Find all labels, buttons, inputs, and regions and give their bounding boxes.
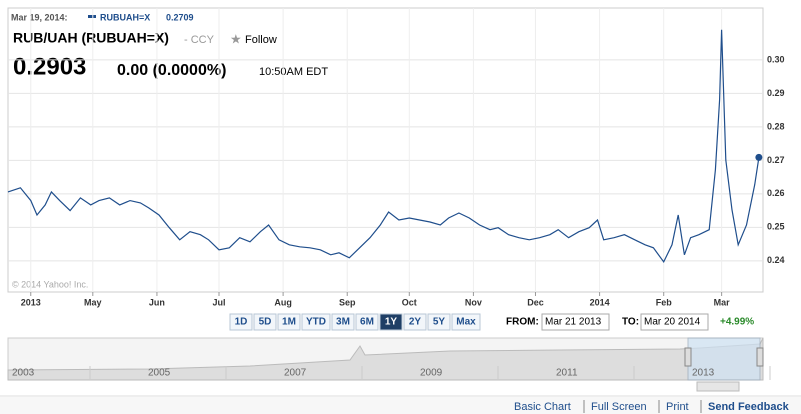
range-button[interactable] [253, 313, 277, 331]
y-tick-label: 0.24 [767, 255, 785, 265]
navigator-year: 2005 [148, 368, 171, 379]
footer-link[interactable]: Basic Chart [514, 401, 571, 413]
copyright: © 2014 Yahoo! Inc. [12, 279, 88, 289]
plot-area [7, 7, 764, 293]
y-tick-label: 0.27 [767, 155, 785, 165]
x-tick-label: Feb [656, 297, 673, 307]
range-button[interactable] [229, 313, 253, 331]
legend-swatch [88, 15, 96, 18]
to-input[interactable] [640, 313, 709, 331]
time: 10:50AM EDT [259, 66, 328, 78]
x-tick-label: Oct [402, 297, 417, 307]
x-tick-label: Dec [527, 297, 544, 307]
from-input[interactable] [541, 313, 610, 331]
range-button[interactable] [451, 313, 481, 331]
range-button[interactable] [301, 313, 331, 331]
line [7, 29, 760, 264]
last-point [755, 153, 763, 161]
navigator-year: 2011 [556, 368, 578, 379]
range-label[interactable]: 2Y [409, 317, 422, 328]
x-tick-label: Mar [714, 297, 731, 307]
y-tick-label: 0.29 [767, 88, 785, 98]
legend-name: RUBUAH=X [100, 12, 150, 22]
y-tick-label: 0.28 [767, 121, 785, 131]
range-label[interactable]: YTD [306, 317, 326, 328]
footer-link[interactable]: Print [666, 401, 689, 413]
legend-date: Mar 19, 2014: [11, 12, 68, 22]
x-tick-label: Jul [212, 297, 225, 307]
to-label: TO: [622, 317, 639, 328]
navigator-year: 2013 [692, 368, 715, 379]
range-label[interactable]: 5Y [433, 317, 446, 328]
range-button[interactable] [331, 313, 355, 331]
y-tick-label: 0.30 [767, 54, 785, 64]
range-label[interactable]: 5D [259, 317, 272, 328]
range-label[interactable]: Max [456, 317, 476, 328]
x-tick-label: Aug [274, 297, 292, 307]
range-button[interactable] [277, 313, 301, 331]
legend-value: 0.2709 [166, 12, 194, 22]
y-tick-label: 0.25 [767, 222, 785, 232]
y-tick-label: 0.26 [767, 188, 785, 198]
navigator-handle[interactable] [756, 347, 764, 367]
navigator-year: 2007 [284, 368, 307, 379]
period-change: +4.99% [720, 317, 754, 328]
range-button[interactable] [427, 313, 451, 331]
x-tick-label: 2014 [590, 297, 610, 307]
change: 0.00 (0.0000%) [117, 62, 226, 79]
star: ★ [230, 31, 242, 46]
range-label[interactable]: 6M [360, 317, 374, 328]
navigator-year: 2009 [420, 368, 443, 379]
to-date[interactable]: Mar 20 2014 [644, 317, 701, 328]
price: 0.2903 [13, 53, 86, 80]
from-date[interactable]: Mar 21 2013 [545, 317, 602, 328]
navigator-handle[interactable] [684, 347, 692, 367]
x-tick-label: Nov [465, 297, 482, 307]
range-button[interactable] [379, 313, 403, 331]
footer-link[interactable]: Full Screen [591, 401, 647, 413]
range-label[interactable]: 3M [336, 317, 350, 328]
range-label[interactable]: 1Y [385, 317, 398, 328]
range-button[interactable] [355, 313, 379, 331]
x-tick-label: Sep [339, 297, 356, 307]
range-label[interactable]: 1M [282, 317, 296, 328]
from-label: FROM: [506, 317, 539, 328]
navigator-window[interactable] [687, 337, 761, 381]
exchange: - CCY [184, 34, 215, 46]
footer-bar [0, 397, 801, 414]
footer-link[interactable]: Send Feedback [708, 401, 790, 413]
follow[interactable]: Follow [245, 34, 277, 46]
x-tick-label: May [84, 297, 102, 307]
scrollbar[interactable] [696, 381, 740, 392]
x-tick-label: Jun [149, 297, 165, 307]
navigator-year: 2003 [12, 368, 35, 379]
x-tick-label: 2013 [21, 297, 41, 307]
title: RUB/UAH (RUBUAH=X) [13, 30, 169, 46]
range-button[interactable] [403, 313, 427, 331]
range-label[interactable]: 1D [235, 317, 248, 328]
